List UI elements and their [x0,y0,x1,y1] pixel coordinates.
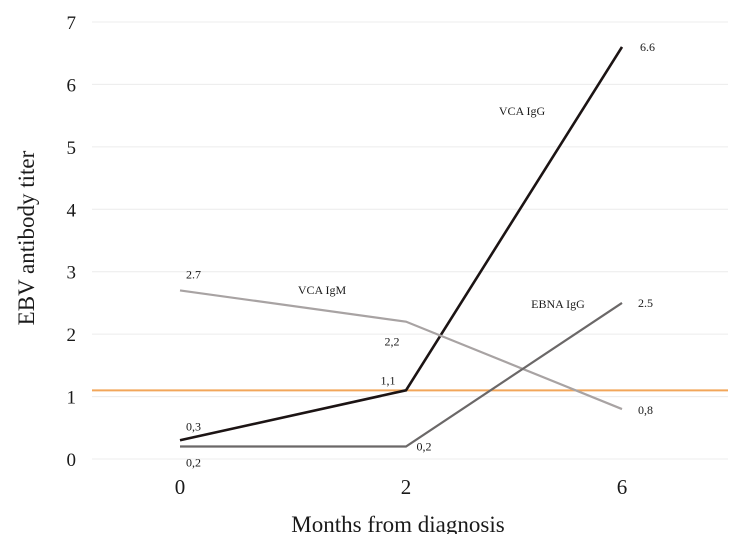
grid-lines [92,21,728,460]
y-tick-label: 1 [67,388,77,409]
data-label-vca-igm: 0,8 [638,403,653,417]
data-label-ebna-igg: 0,2 [417,440,432,454]
x-tick-label: 2 [401,475,412,499]
data-label-vca-igm: 2.7 [186,267,201,281]
data-label-ebna-igg: 0,2 [186,456,201,470]
series-label-vca-igm: VCA IgM [298,283,347,297]
data-labels: 0,3 1,1 6.6 2.7 2,2 0,8 0,2 0,2 2.5 [186,40,655,470]
series-label-ebna-igg: EBNA IgG [531,297,585,311]
y-axis-ticks: 0 1 2 3 4 5 6 7 [67,13,77,471]
data-label-vca-igg: 0,3 [186,419,201,433]
series-label-vca-igg: VCA IgG [499,104,546,118]
x-tick-label: 0 [175,475,186,499]
y-tick-label: 3 [67,263,77,284]
data-label-vca-igg: 1,1 [381,373,396,387]
y-axis-label: EBV antibody titer [14,150,39,325]
data-label-ebna-igg: 2.5 [638,296,653,310]
y-tick-label: 7 [67,13,77,34]
y-tick-label: 4 [67,200,77,221]
data-label-vca-igg: 6.6 [640,40,655,54]
y-tick-label: 5 [67,138,77,159]
series-line-ebna-igg [180,302,623,448]
series-lines [179,46,624,448]
y-tick-label: 0 [67,450,77,471]
series-labels: VCA IgG VCA IgM EBNA IgG [298,104,585,311]
y-tick-label: 2 [67,325,77,346]
series-line-vca-igm [179,289,623,411]
x-axis-label: Months from diagnosis [291,512,504,534]
x-axis-ticks: 0 2 6 [175,475,628,499]
y-tick-label: 6 [67,75,77,96]
x-tick-label: 6 [617,475,628,499]
series-line-vca-igg [179,46,624,442]
data-label-vca-igm: 2,2 [385,335,400,349]
